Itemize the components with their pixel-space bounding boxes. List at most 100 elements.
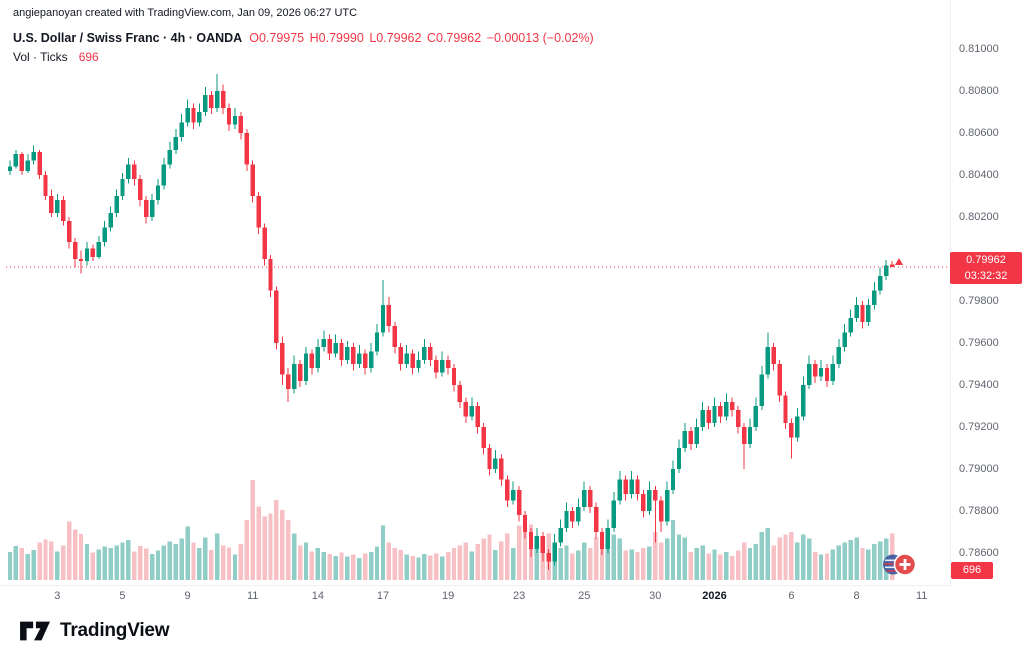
volume-bar [43,539,48,580]
volume-bar [623,550,628,580]
volume-bar [765,528,770,580]
candle-body [481,427,486,448]
candle-body [872,290,877,306]
ohlc-open: O0.79975 [249,31,305,45]
candle-body [368,351,374,369]
candle-body [505,479,510,501]
tradingview-logo[interactable]: TradingView [18,617,170,645]
candle-body [848,317,853,333]
candle-body [451,368,457,385]
candle-body [588,490,593,507]
volume-bar [392,548,397,580]
time-axis-label: 25 [578,590,591,602]
volume-bar [516,525,522,580]
candle-body [72,242,78,259]
volume-bar [144,548,149,580]
volume-bar [280,510,285,580]
candle-body [61,200,66,222]
volume-bar [339,552,344,580]
last-price-badge: 0.79962 03:32:32 [950,252,1022,284]
volume-bar [120,542,125,580]
candle-body [783,395,788,423]
candle-body [889,264,895,267]
volume-bar [611,534,616,580]
candle-body [623,479,628,495]
candle-body [173,137,178,150]
volume-bar [682,537,688,580]
candle-body [363,353,368,369]
volume-study-label[interactable]: Vol · Ticks [13,50,68,64]
volume-bar [599,541,605,580]
volume-bar [866,549,871,580]
volume-bar [84,544,90,580]
volume-bar [96,549,101,580]
candle-body [126,164,131,180]
last-price-value: 0.79962 [966,254,1006,266]
volume-bar [333,556,338,580]
volume-bar [67,521,72,580]
candle-body [392,326,397,348]
time-axis-label: 6 [788,590,795,602]
price-axis[interactable]: 0.810000.808000.806000.804000.802000.800… [950,0,1024,585]
candle-body [564,511,569,528]
symbol-flags-icon [883,553,917,576]
volume-bar [593,537,599,580]
volume-bar [860,548,865,580]
volume-bar [102,546,107,580]
candle-body [617,479,622,501]
volume-bar [268,513,273,580]
volume-bar [718,554,723,580]
candle-body [747,427,753,444]
candle-body [7,166,13,171]
volume-bar [132,551,137,580]
volume-bar [55,551,60,580]
candle-body [191,107,196,123]
candle-body [534,536,540,549]
volume-bar [700,545,705,580]
price-axis-label: 0.80800 [959,85,999,97]
volume-bar [108,548,113,580]
candle-body [345,347,350,360]
candle-body [280,343,285,375]
volume-bar [511,548,516,580]
tradingview-wordmark: TradingView [60,620,170,641]
candle-body [404,353,409,364]
candle-body [445,359,451,369]
volume-bar [185,526,190,580]
candle-body [641,494,646,511]
candle-body [824,368,830,381]
symbol-title[interactable]: U.S. Dollar / Swiss Franc · 4h · OANDA [13,31,243,45]
candle-body [552,542,557,562]
candle-body [333,343,338,354]
candle-body [102,227,107,243]
price-axis-label: 0.79200 [959,421,999,433]
price-chart-pane[interactable] [0,0,1024,611]
price-axis-label: 0.79600 [959,337,999,349]
candle-body [268,259,273,291]
candle-body [730,401,735,411]
candle-body [297,364,303,381]
volume-bar [730,556,735,580]
candle-body [203,95,208,112]
price-axis-label: 0.79800 [959,295,999,307]
volume-bar [664,538,670,580]
candle-body [149,200,155,217]
time-axis[interactable]: 3 5 9 11 14 17 19 23 25 30 2026 6 8 11 [0,585,950,612]
volume-bar [209,550,214,580]
volume-bar [191,542,196,580]
volume-bar [203,537,208,580]
volume-bar [688,552,693,580]
candle-body [179,122,184,138]
volume-bar [380,525,386,580]
volume-bar [481,538,486,580]
volume-bar [641,548,646,580]
volume-bar [724,552,729,580]
volume-bar [440,556,445,580]
candle-body [836,347,841,364]
candle-body [664,490,670,522]
candle-body [37,151,42,175]
volume-bar [789,532,794,580]
volume-bar [588,548,593,580]
time-axis-label: 11 [915,590,928,602]
candle-body [209,95,214,108]
